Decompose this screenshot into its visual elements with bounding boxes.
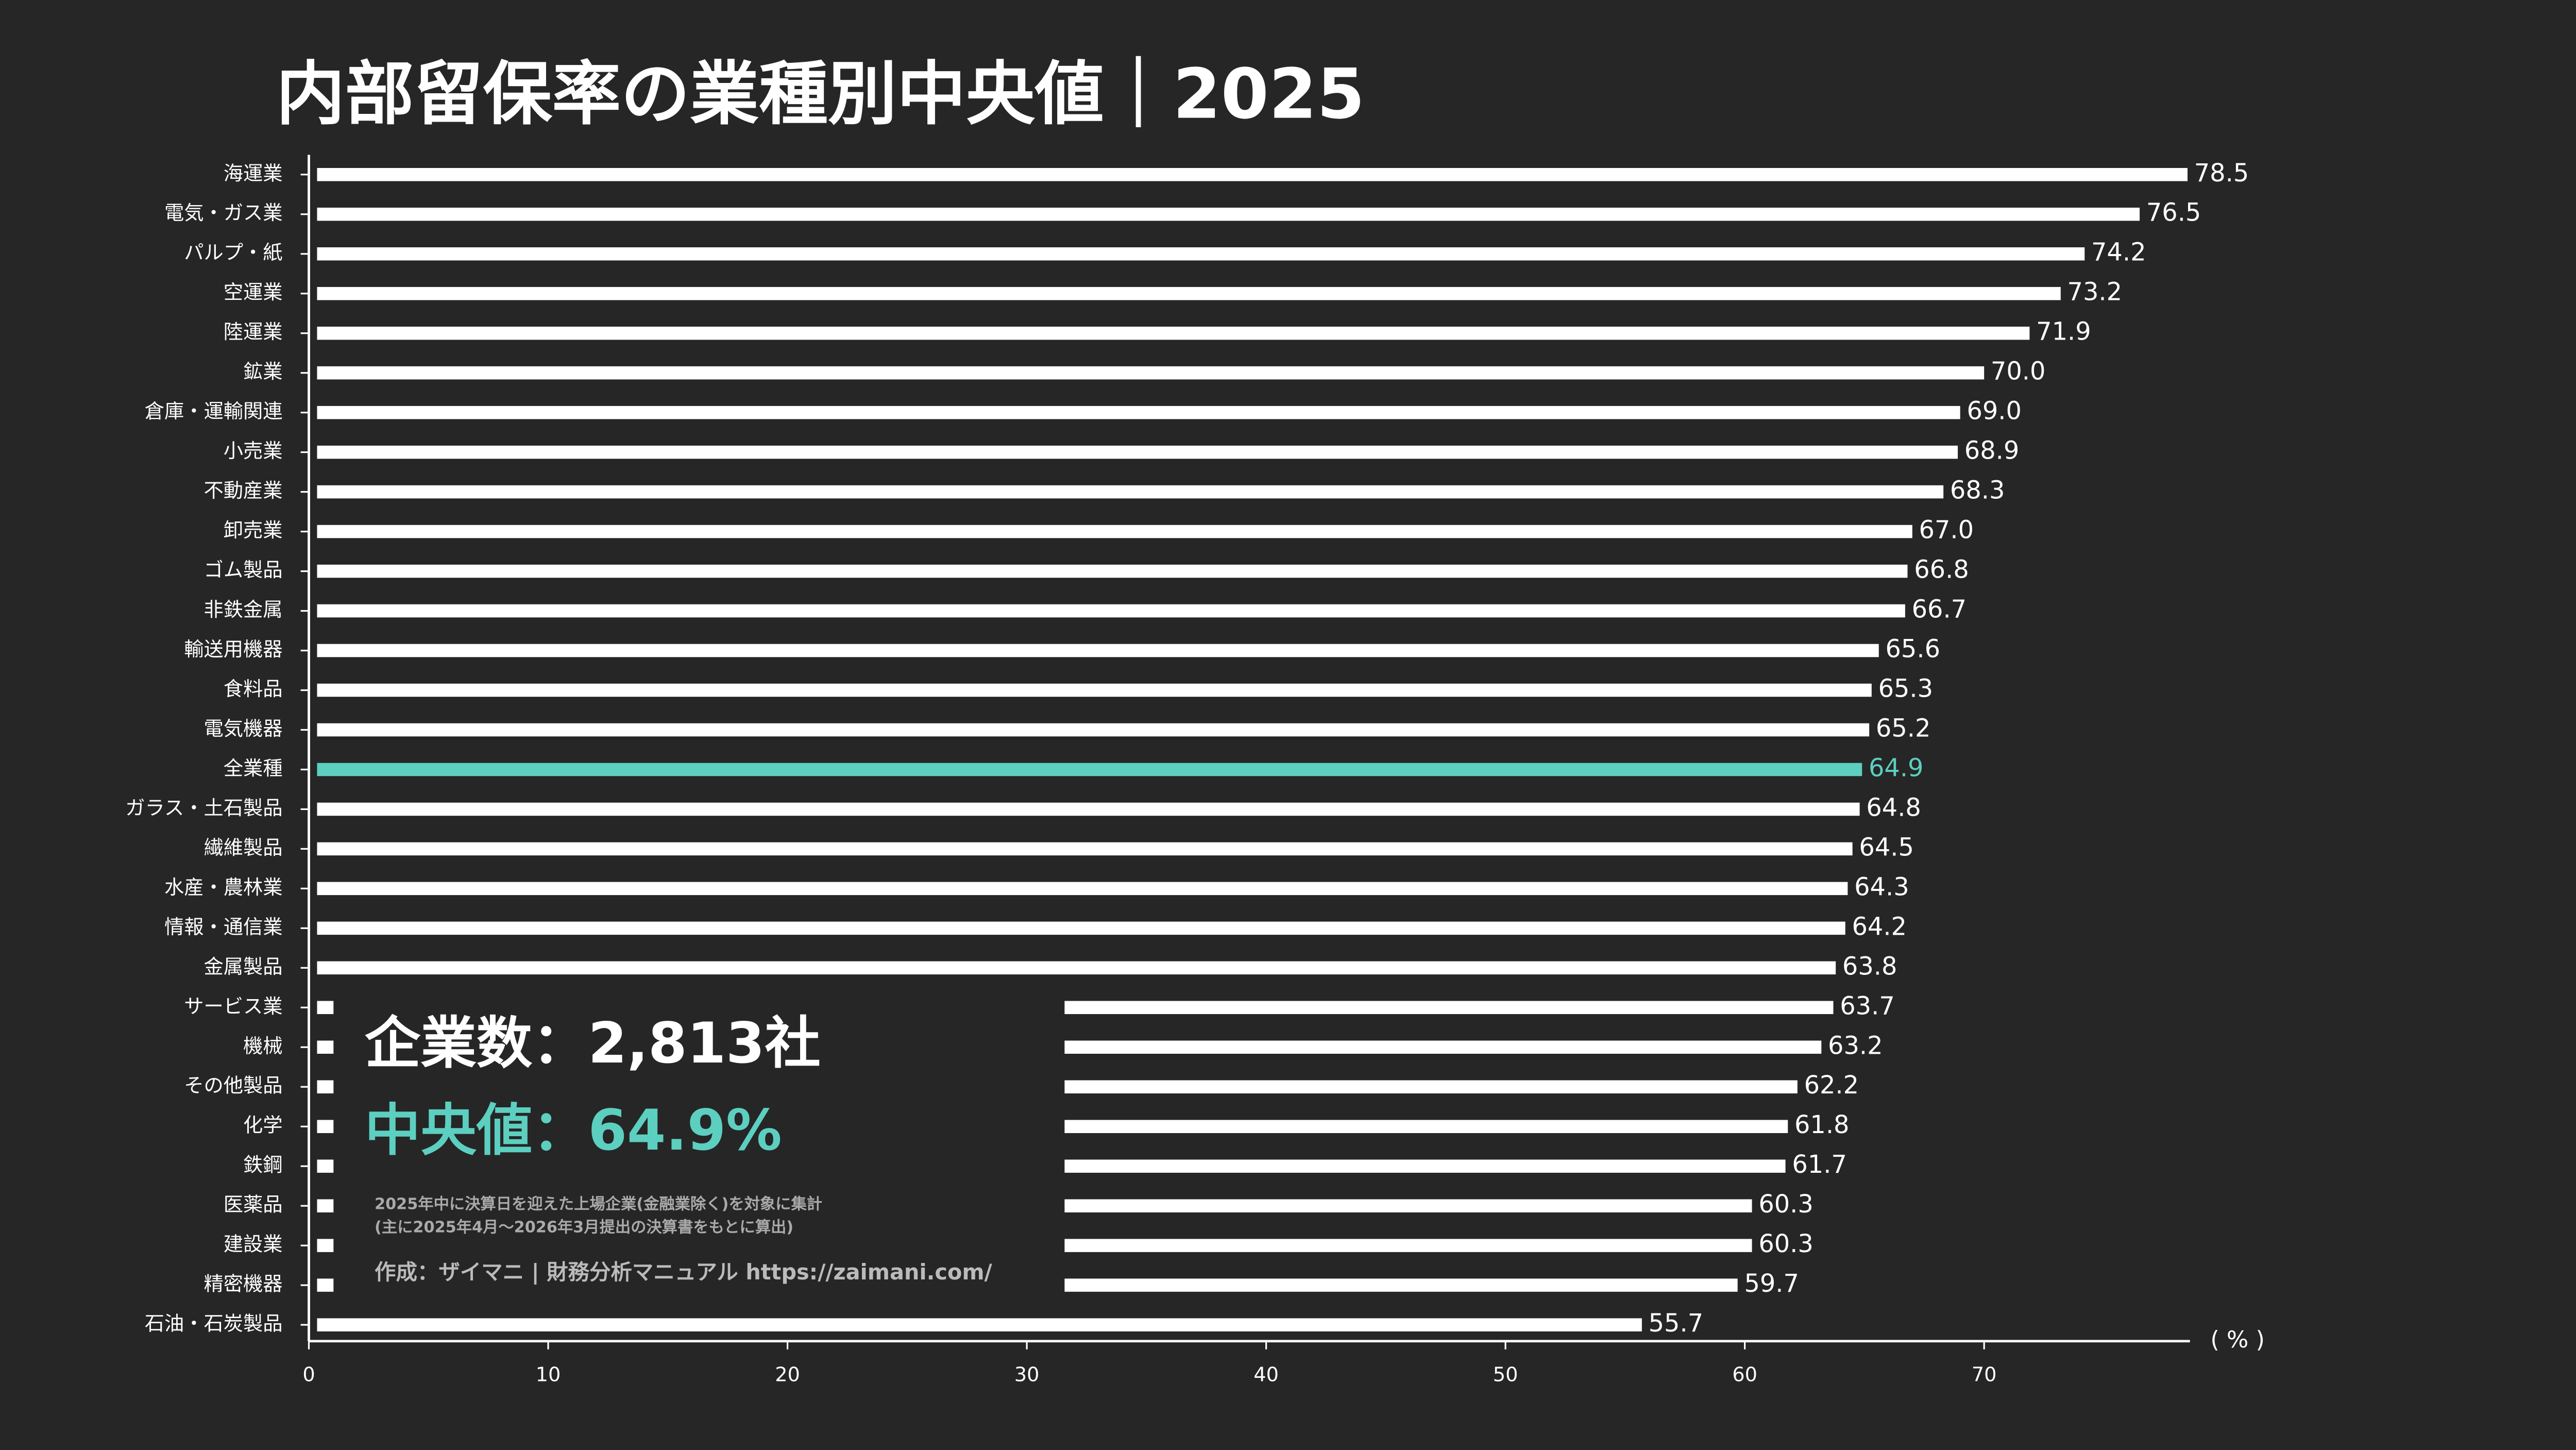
value-label: 65.6 [1886,635,1941,663]
bar [317,406,1960,419]
y-tick-label: 電気・ガス業 [164,201,282,225]
value-label: 64.2 [1852,913,1907,941]
y-tick-label: 全業種 [224,757,283,780]
bar [317,763,1862,777]
value-label: 59.7 [1744,1270,1799,1298]
value-label: 64.5 [1859,833,1914,862]
value-label: 61.7 [1792,1151,1847,1179]
value-label: 64.3 [1854,873,1909,901]
bar [317,961,1836,975]
bar [317,723,1870,737]
value-label: 63.7 [1840,992,1895,1020]
y-tick-label: 金属製品 [204,955,282,979]
bar [317,644,1879,657]
value-label: 78.5 [2194,159,2249,188]
value-label: 67.0 [1919,516,1974,545]
y-tick-label: 輸送用機器 [184,638,282,661]
bar [317,445,1958,459]
value-label: 60.3 [1758,1190,1814,1219]
y-tick-label: 建設業 [224,1233,283,1256]
y-tick-label: パルプ・紙 [184,241,282,264]
bar [317,683,1872,697]
x-tick-label: 70 [1972,1363,1997,1386]
y-tick-label: 小売業 [224,440,283,463]
x-axis-label: ( % ) [2210,1326,2265,1353]
y-tick-label: 医薬品 [224,1193,283,1217]
x-tick-label: 20 [775,1363,800,1386]
y-tick-label: 鉱業 [243,360,283,383]
value-label: 66.8 [1914,556,1969,584]
y-tick-label: 繊維製品 [204,836,282,859]
y-tick-label: 卸売業 [224,519,283,542]
bar [317,525,1912,538]
y-tick-label: サービス業 [184,995,282,1018]
bar [317,286,2061,300]
value-label: 64.8 [1866,794,1921,822]
value-label: 64.9 [1869,754,1924,782]
count-annotation: 企業数：2,813社 [365,1010,821,1076]
value-label: 71.9 [2036,318,2091,346]
y-tick-label: 不動産業 [204,479,282,502]
bar [317,247,2085,261]
x-tick-label: 10 [536,1363,561,1386]
value-label: 65.3 [1878,675,1934,703]
note: (主に2025年4月〜2026年3月提出の決算書をもとに算出) [375,1218,793,1236]
y-tick-label: 陸運業 [224,321,283,344]
x-tick-label: 30 [1014,1363,1040,1386]
value-label: 55.7 [1649,1309,1704,1338]
bar [317,1318,1642,1331]
credit: 作成：ザイマニ | 財務分析マニュアル https://zaimani.com/ [375,1260,993,1285]
bar [317,326,2030,340]
value-label: 63.2 [1828,1032,1883,1060]
value-label: 68.3 [1950,477,2005,505]
value-label: 63.8 [1842,952,1897,981]
median-annotation: 中央値：64.9% [365,1098,782,1163]
bar [317,168,2188,181]
value-label: 73.2 [2067,278,2123,307]
y-tick-label: 水産・農林業 [164,876,282,899]
bar [317,921,1845,935]
bar [317,842,1853,856]
bar [317,366,1985,380]
y-tick-label: 鉄鋼 [243,1154,283,1177]
x-tick-label: 40 [1253,1363,1279,1386]
value-label: 61.8 [1794,1111,1850,1139]
chart-title: 内部留保率の業種別中央値｜2025 [276,54,1365,134]
y-tick-label: 海運業 [224,162,283,185]
bar [317,485,1944,499]
value-label: 76.5 [2146,199,2201,227]
y-tick-label: 情報・通信業 [164,916,282,939]
bar [317,882,1848,896]
annotation-box [333,986,1065,1302]
y-tick-label: 空運業 [224,281,283,304]
value-label: 62.2 [1804,1071,1859,1100]
y-tick-label: その他製品 [184,1074,282,1098]
y-tick-label: 精密機器 [204,1273,282,1296]
value-label: 66.7 [1912,596,1967,624]
value-label: 69.0 [1967,397,2022,426]
y-tick-label: 化学 [243,1114,283,1137]
bar [317,802,1860,816]
value-label: 70.0 [1991,358,2046,386]
bar [317,207,2140,221]
x-tick-label: 0 [302,1363,315,1386]
value-label: 68.9 [1964,437,2020,465]
y-tick-label: 電気機器 [204,717,282,740]
value-label: 65.2 [1876,714,1931,743]
y-tick-label: 機械 [243,1035,283,1058]
y-tick-label: ゴム製品 [204,559,282,582]
y-tick-label: ガラス・土石製品 [125,797,282,820]
y-tick-label: 石油・石炭製品 [145,1312,283,1336]
value-label: 74.2 [2091,239,2146,267]
y-tick-label: 倉庫・運輸関連 [145,400,283,423]
value-label: 60.3 [1758,1230,1814,1258]
note: 2025年中に決算日を迎えた上場企業(金融業除く)を対象に集計 [375,1195,822,1213]
bar [317,604,1905,618]
y-tick-label: 非鉄金属 [204,598,282,621]
y-tick-label: 食料品 [224,678,283,701]
x-tick-label: 60 [1732,1363,1757,1386]
x-tick-label: 50 [1493,1363,1518,1386]
bar [317,564,1908,578]
